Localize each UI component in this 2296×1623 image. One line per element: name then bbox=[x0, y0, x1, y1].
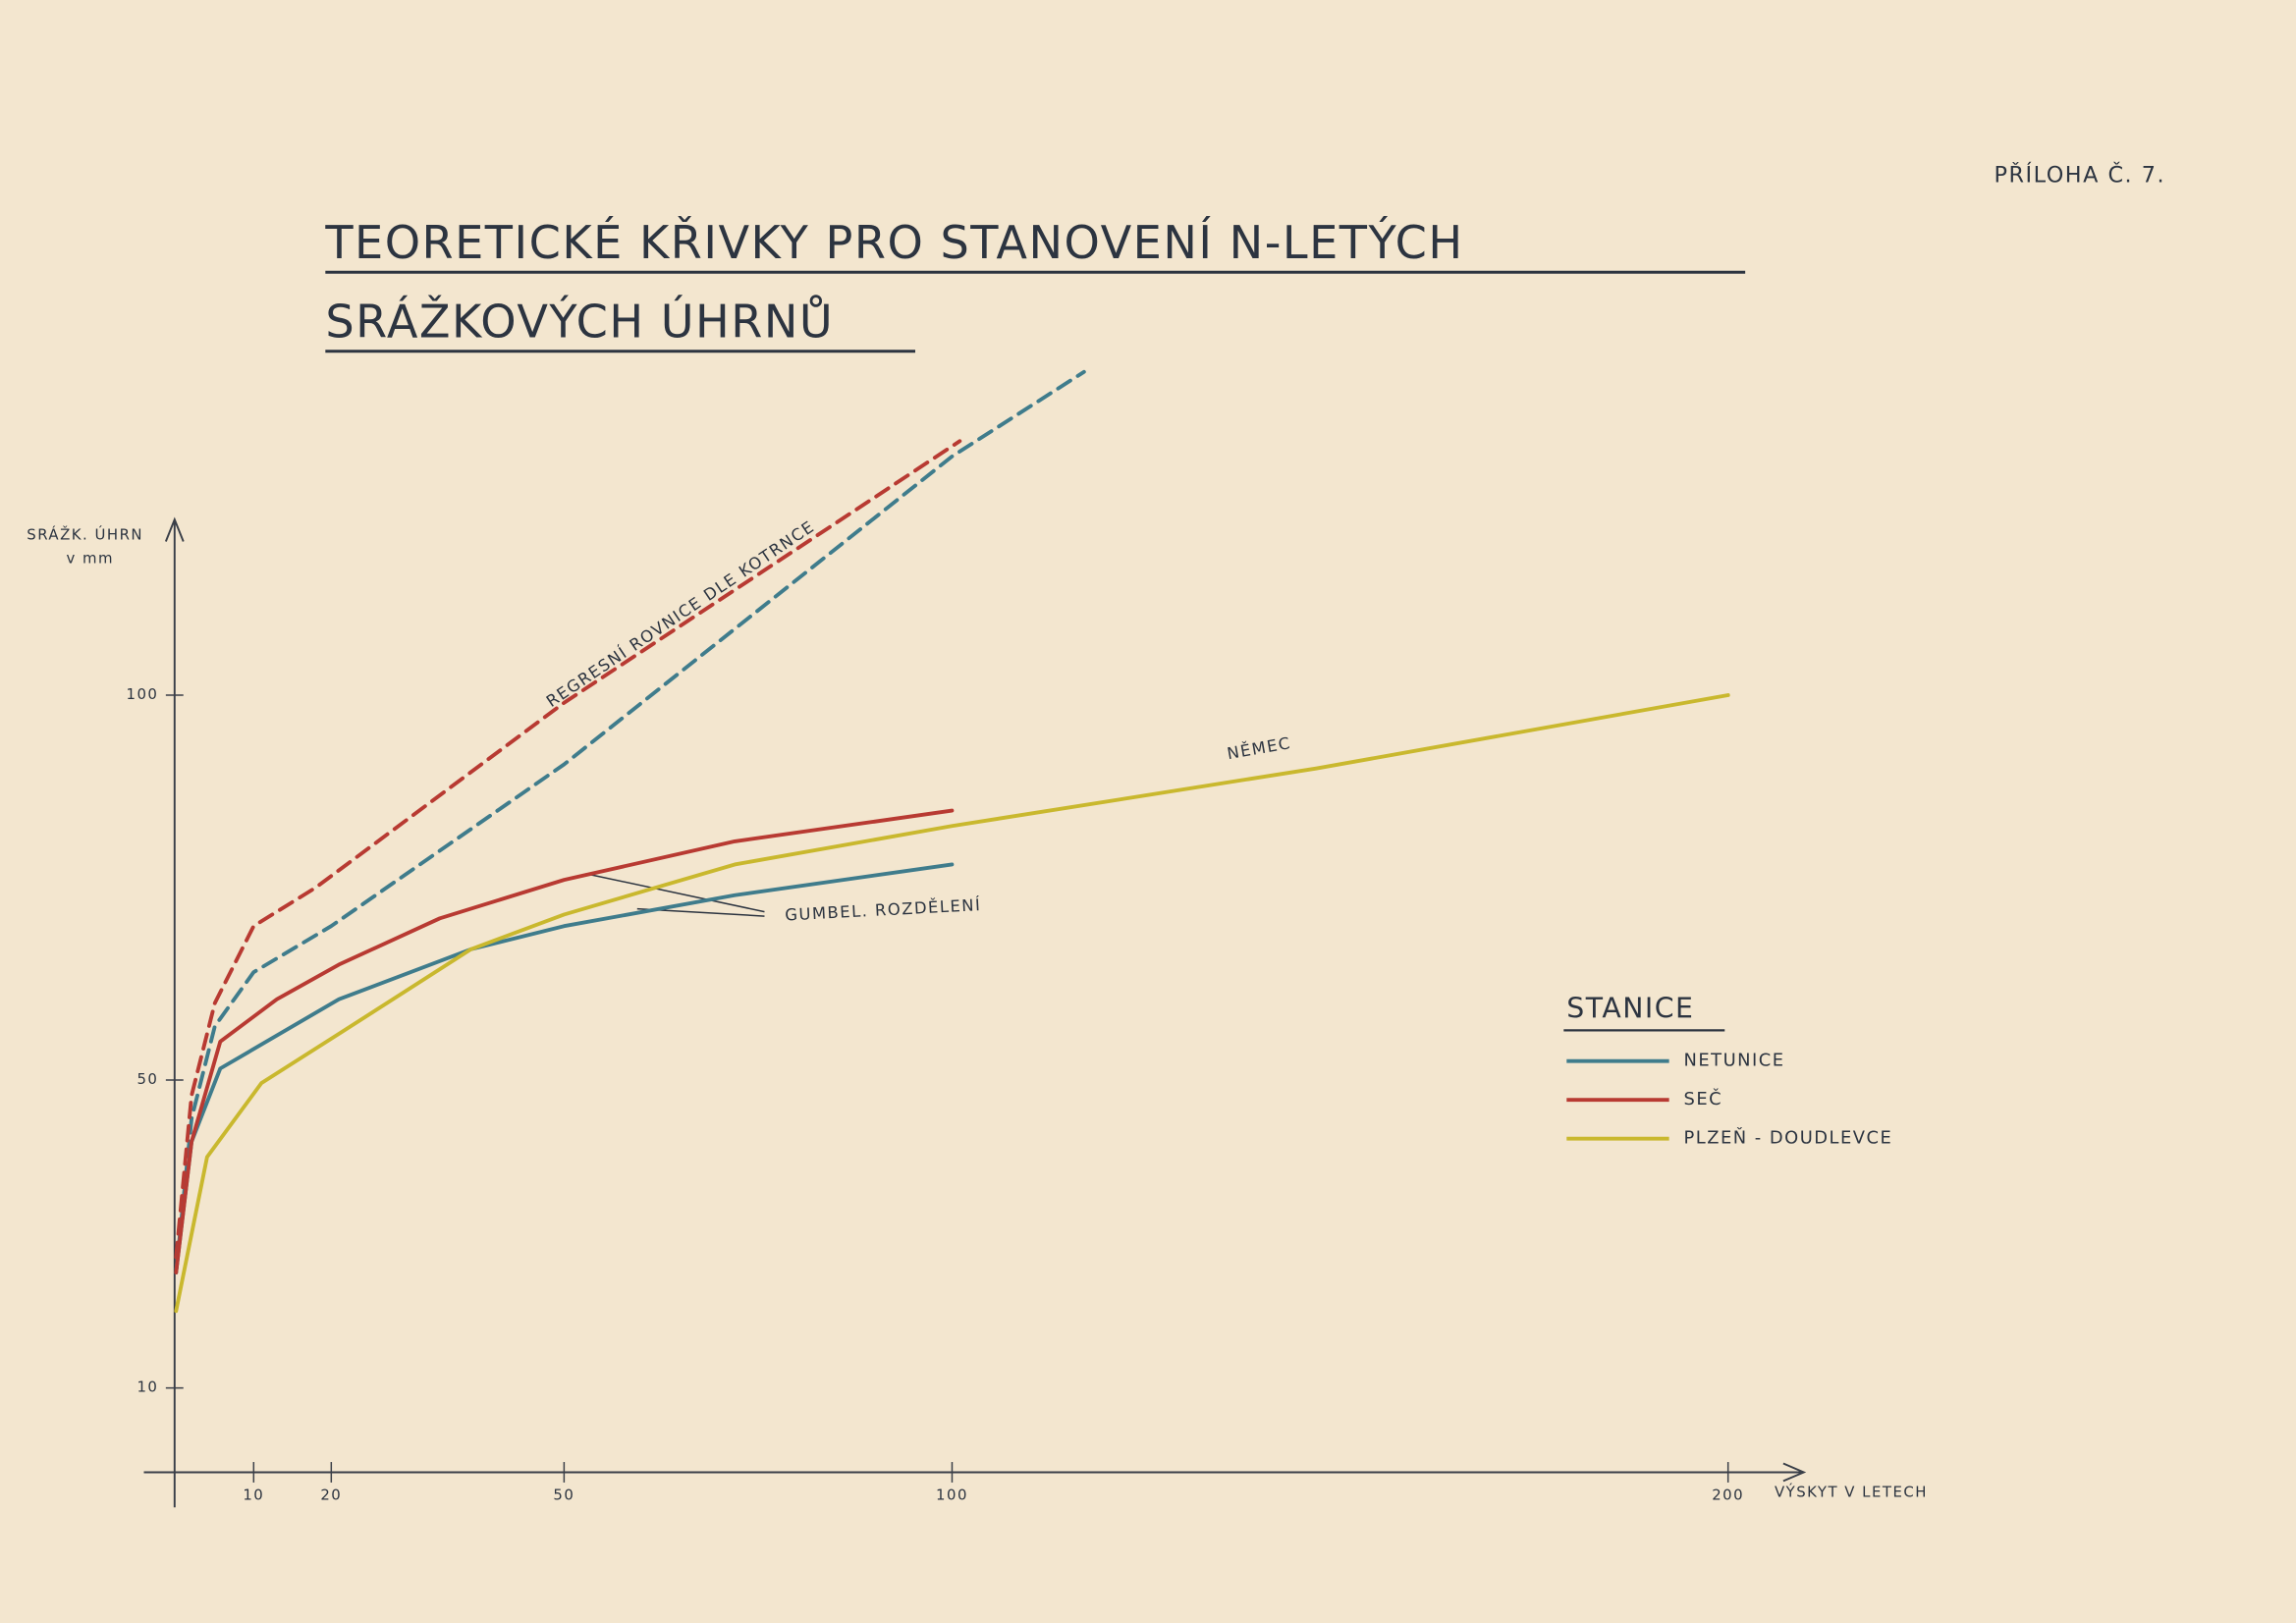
series-line bbox=[174, 808, 955, 1274]
regression-label: REGRESNÍ ROVNICE DLE KOTRNCE bbox=[543, 516, 818, 711]
x-tick-label: 100 bbox=[936, 1486, 968, 1503]
nemec-label: NĚMEC bbox=[1226, 733, 1292, 763]
chart-title: TEORETICKÉ KŘIVKY PRO STANOVENÍ N-LETÝCH bbox=[324, 216, 1463, 269]
regression-line bbox=[174, 369, 1086, 1274]
y-axis bbox=[164, 516, 185, 1508]
y-tick-label: 10 bbox=[137, 1379, 158, 1396]
series-line bbox=[174, 693, 1730, 1314]
x-axis-label: VÝSKYT V LETECH bbox=[1775, 1483, 1928, 1500]
y-tick-label: 50 bbox=[137, 1070, 158, 1088]
y-axis-label: v mm bbox=[66, 549, 114, 567]
legend-label: PLZEŇ - DOUDLEVCE bbox=[1684, 1127, 1893, 1149]
y-tick-label: 100 bbox=[126, 685, 158, 703]
x-tick-label: 20 bbox=[320, 1486, 342, 1503]
legend-label: SEČ bbox=[1684, 1088, 1723, 1109]
chart-title: SRÁŽKOVÝCH ÚHRNŮ bbox=[325, 295, 834, 348]
legend-label: NETUNICE bbox=[1684, 1051, 1785, 1071]
gumbel-label: GUMBEL. ROZDĚLENÍ bbox=[785, 895, 982, 924]
legend-title: STANICE bbox=[1566, 992, 1694, 1024]
x-tick-label: 10 bbox=[243, 1486, 264, 1503]
x-tick-label: 200 bbox=[1712, 1486, 1744, 1503]
regression-line bbox=[174, 439, 962, 1260]
y-axis-label: SRÁŽK. ÚHRN bbox=[27, 526, 143, 544]
series-line bbox=[174, 862, 955, 1274]
appendix-label: PŘÍLOHA Č. 7. bbox=[1995, 160, 2166, 188]
x-tick-label: 50 bbox=[553, 1486, 574, 1503]
x-axis bbox=[143, 1462, 1807, 1483]
